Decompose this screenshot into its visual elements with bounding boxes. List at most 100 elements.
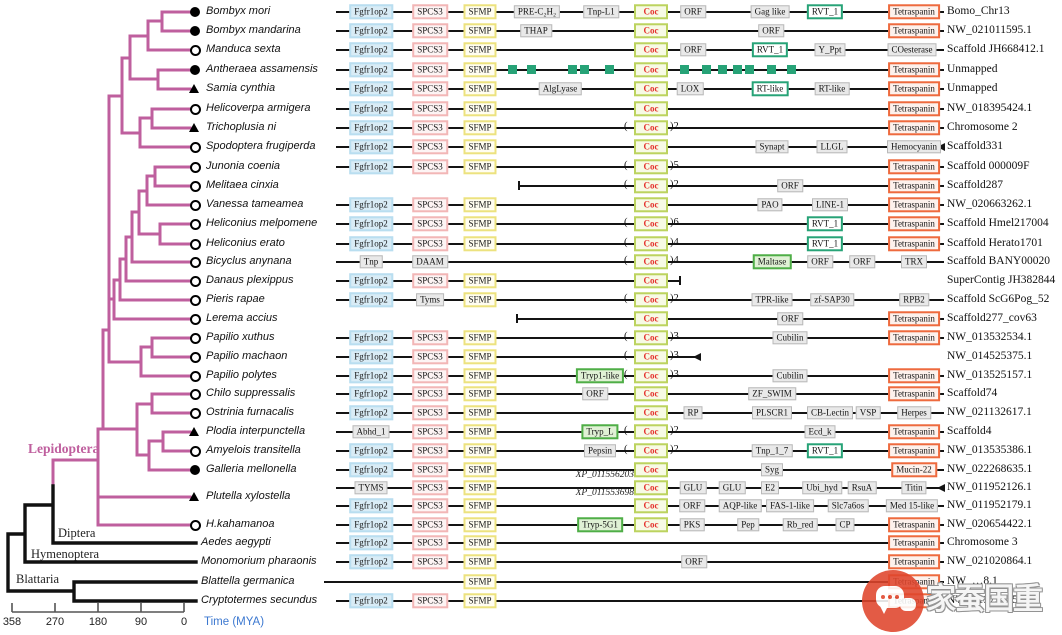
coc-copy-count: )6 bbox=[670, 217, 679, 228]
species-marker-open-circle bbox=[190, 103, 201, 115]
species-marker-filled-circle bbox=[190, 65, 200, 75]
scaffold-label: NW_018395424.1 bbox=[947, 102, 1033, 114]
gene-box: Fgfr1op2 bbox=[349, 159, 393, 175]
species-label: Papilio xuthus bbox=[206, 331, 275, 343]
watermark-text: 家蚕国重 bbox=[926, 583, 1043, 616]
species-marker-open-circle bbox=[190, 180, 201, 192]
coc-paren-open: ( bbox=[624, 425, 628, 436]
time-axis-label: Time (MYA) bbox=[204, 616, 265, 628]
gene-box: SFMP bbox=[463, 159, 497, 175]
species-marker-open-circle bbox=[190, 161, 201, 173]
gene-box: SPCS3 bbox=[412, 386, 448, 402]
gene-box: LOX bbox=[676, 82, 704, 96]
scaffold-label: NW_014525375.1 bbox=[947, 350, 1033, 362]
gene-box: Coc bbox=[634, 405, 668, 421]
gene-box: ORF bbox=[681, 555, 707, 569]
gene-box: RT-like bbox=[814, 82, 850, 96]
gene-box: Coc bbox=[634, 101, 668, 117]
line-start-cap bbox=[518, 181, 520, 190]
gene-box: Herpes bbox=[897, 406, 931, 420]
gene-box: SPCS3 bbox=[412, 462, 448, 478]
gene-box: Tetraspanin bbox=[888, 311, 940, 327]
coc-paren-open: ( bbox=[624, 369, 628, 380]
scaffold-label: Scaffold 000009F bbox=[947, 160, 1030, 172]
gene-box: PLSCR1 bbox=[751, 406, 793, 420]
species-marker-open-circle bbox=[190, 294, 201, 306]
gene-box: SPCS3 bbox=[412, 273, 448, 289]
axis-tick-358: 358 bbox=[2, 616, 22, 628]
scaffold-label: Scaffold JH668412.1 bbox=[947, 43, 1045, 55]
gene-box: Fgfr1op2 bbox=[349, 292, 393, 308]
coc-copy-count: )3 bbox=[670, 331, 679, 342]
species-marker-open-circle bbox=[190, 199, 201, 211]
gene-box: Med 15-like bbox=[885, 499, 939, 513]
gene-box: ORF bbox=[582, 387, 608, 401]
transposon-square-icon bbox=[567, 65, 577, 74]
gene-box: SFMP bbox=[463, 120, 497, 136]
species-marker-open-circle bbox=[190, 519, 201, 531]
gene-box: Fgfr1op2 bbox=[349, 4, 393, 20]
gene-box: LINE-1 bbox=[812, 198, 848, 212]
gene-box: SPCS3 bbox=[412, 498, 448, 514]
gene-box: SFMP bbox=[463, 197, 497, 213]
gene-box: SFMP bbox=[463, 330, 497, 346]
gene-box: RPB2 bbox=[899, 293, 929, 307]
gene-box: Tetraspanin bbox=[888, 386, 940, 402]
axis-tick-270: 270 bbox=[45, 616, 65, 628]
gene-line bbox=[324, 581, 944, 583]
gene-box: Fgfr1op2 bbox=[349, 216, 393, 232]
gene-box: Coc bbox=[634, 42, 668, 58]
gene-box: Tetraspanin bbox=[888, 62, 940, 78]
gene-box: Tetraspanin bbox=[888, 159, 940, 175]
species-label: Papilio machaon bbox=[206, 350, 288, 362]
scaffold-label: Scaffold Hmel217004 bbox=[947, 217, 1049, 229]
gene-box: Fgfr1op2 bbox=[349, 443, 393, 459]
gene-box: Coc bbox=[634, 81, 668, 97]
coc-copy-count: )4 bbox=[670, 237, 679, 248]
species-label: Antheraea assamensis bbox=[206, 63, 318, 75]
gene-box: Coc bbox=[634, 178, 668, 194]
gene-box: Fgfr1op2 bbox=[349, 42, 393, 58]
scaffold-label: Chromosome 2 bbox=[947, 121, 1018, 133]
scaffold-label: NW_…8.1 bbox=[947, 575, 998, 587]
scaffold-label: NW_020663262.1 bbox=[947, 198, 1033, 210]
species-label: Vanessa tameamea bbox=[206, 198, 304, 210]
gene-box: Mucin-22 bbox=[891, 462, 937, 478]
transposon-square-icon bbox=[744, 65, 754, 74]
coc-paren-open: ( bbox=[624, 237, 628, 248]
gene-box: Tetraspanin bbox=[888, 178, 940, 194]
gene-box: Coc bbox=[634, 139, 668, 155]
gene-box: TRX bbox=[901, 255, 927, 269]
outgroup-branches bbox=[6, 484, 198, 603]
transposon-square-icon bbox=[766, 65, 776, 74]
species-marker-open-circle bbox=[190, 351, 201, 363]
gene-box: ORF bbox=[680, 43, 706, 57]
gene-box: Synapt bbox=[755, 140, 789, 154]
species-marker-filled-triangle bbox=[189, 122, 199, 132]
gene-box: RT-like bbox=[751, 81, 789, 97]
gene-box: Tetraspanin bbox=[888, 4, 940, 20]
species-marker-open-circle bbox=[190, 44, 201, 56]
species-marker-open-circle bbox=[190, 218, 201, 230]
transposon-square-icon bbox=[507, 65, 517, 74]
species-marker-filled-triangle bbox=[189, 491, 199, 501]
gene-box: Cubilin bbox=[772, 369, 808, 383]
gene-box: Pep bbox=[737, 518, 759, 532]
gene-box: Tetraspanin bbox=[888, 197, 940, 213]
gene-box: Cubilin bbox=[772, 331, 808, 345]
species-marker-open-circle bbox=[190, 275, 201, 287]
species-label: Blattella germanica bbox=[201, 575, 295, 587]
gene-box: Coc bbox=[634, 424, 668, 440]
gene-box: Fgfr1op2 bbox=[349, 101, 393, 117]
transposon-square-icon bbox=[604, 65, 614, 74]
gene-box: Coc bbox=[634, 120, 668, 136]
gene-box: Coc bbox=[634, 197, 668, 213]
gene-box: SPCS3 bbox=[412, 236, 448, 252]
gene-box: Tryp1-like bbox=[575, 368, 625, 384]
chat-bubble-small-icon bbox=[900, 598, 916, 611]
scaffold-label: SuperContig JH382844 bbox=[947, 274, 1056, 286]
gene-box: Fgfr1op2 bbox=[349, 236, 393, 252]
coc-paren-open: ( bbox=[624, 293, 628, 304]
coc-copy-count: )5 bbox=[670, 160, 679, 171]
